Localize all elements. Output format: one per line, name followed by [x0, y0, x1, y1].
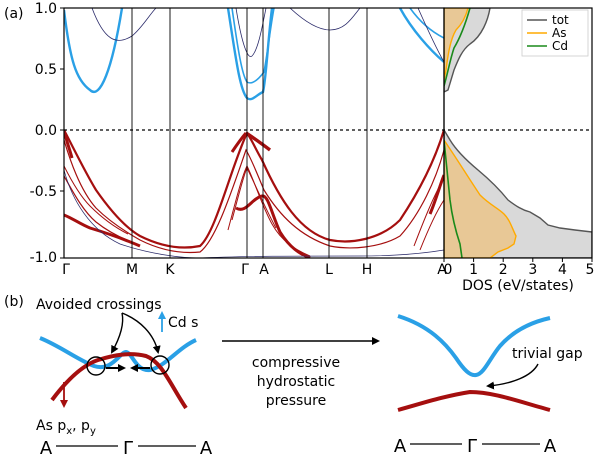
right-kpath-label: A	[544, 436, 557, 455]
thin-band	[417, 8, 444, 63]
thin-band	[289, 8, 361, 31]
kpoint-label: K	[165, 262, 175, 278]
thin-band	[64, 169, 201, 258]
avoided-crossing-circle-left	[86, 356, 106, 376]
trivial-gap-label: trivial gap	[512, 346, 583, 362]
left-kpath-label: A	[40, 438, 53, 455]
valence-band	[64, 165, 129, 235]
dos-x-axis-label: DOS (eV/states)	[462, 278, 574, 294]
valence-band	[413, 177, 444, 247]
kpoint-label: Γ	[62, 262, 70, 278]
kpoint-label: A	[437, 262, 447, 278]
kpoint-label: H	[362, 262, 373, 278]
valence-band	[245, 131, 272, 152]
as-p-label-main: As p	[36, 418, 66, 434]
thin-band	[199, 249, 444, 258]
as-p-sub-y: y	[90, 426, 96, 437]
valence-band	[235, 194, 311, 258]
thin-band	[235, 8, 267, 58]
y-tick-label: 0.0	[35, 123, 57, 139]
avoided-crossing-arrow-right	[121, 312, 161, 354]
dos-legend: tot As Cd	[521, 9, 589, 57]
panel-b-label: (b)	[4, 294, 24, 310]
avoided-crossing-arrow-left	[111, 312, 124, 354]
kpoint-lines	[131, 8, 368, 258]
kpoint-labels: Γ M K Γ A L H A	[62, 262, 447, 278]
as-p-separator: , p	[72, 418, 90, 434]
dos-x-tick-label: 5	[586, 262, 595, 278]
conduction-band	[398, 8, 444, 63]
pressure-caption-line: compressive	[252, 355, 340, 371]
conduction-band	[64, 8, 124, 93]
as-p-sub-x: x	[66, 426, 72, 437]
y-tick-labels: 1.0 0.5 0.0 -0.5 -1.0	[30, 1, 57, 266]
dos-x-tick-labels: 0 1 2 3 4 5	[444, 262, 595, 278]
as-p-band-gapped	[397, 389, 551, 412]
as-p-label: As px, py	[36, 418, 96, 437]
panel-a-label: (a)	[4, 6, 24, 22]
dos-curves	[444, 8, 592, 258]
kpoint-label: M	[126, 262, 138, 278]
thin-band	[91, 8, 157, 41]
left-kpath-label: A	[200, 438, 213, 455]
dos-cd-line-lower	[444, 139, 463, 258]
dos-x-tick-label: 0	[444, 262, 453, 278]
legend-label-cd: Cd	[552, 39, 568, 53]
dos-as-fill-upper	[444, 8, 469, 81]
dos-x-tick-label: 3	[528, 262, 537, 278]
valence-band	[419, 199, 444, 251]
conduction-band	[409, 8, 444, 39]
avoided-crossings-label: Avoided crossings	[36, 297, 162, 313]
left-kpath-label: Γ	[123, 438, 133, 455]
y-tick-label: -1.0	[30, 250, 57, 266]
trivial-gap-arrow	[486, 363, 539, 390]
dos-x-tick-label: 4	[558, 262, 567, 278]
kpoint-label: L	[325, 262, 333, 278]
pressure-caption-line: pressure	[266, 393, 326, 409]
valence-band	[64, 139, 444, 254]
cd-s-band-schematic	[39, 336, 197, 373]
dos-x-tick-label: 2	[499, 262, 508, 278]
y-tick-label: 0.5	[35, 62, 57, 78]
cd-s-band-gapped	[397, 314, 551, 378]
valence-band	[227, 164, 311, 257]
y-tick-label: -0.5	[30, 184, 57, 200]
dos-as-fill-lower	[444, 138, 517, 258]
valence-band	[428, 174, 444, 215]
y-tick-label: 1.0	[35, 1, 57, 17]
conduction-band	[231, 8, 275, 84]
valence-band	[230, 132, 248, 153]
valence-band	[64, 213, 141, 248]
avoided-crossing-circle-right	[150, 355, 170, 375]
cd-s-label: Cd s	[168, 315, 198, 331]
valence-band	[64, 175, 133, 243]
legend-label-as: As	[552, 26, 566, 40]
right-kpath-label: Γ	[467, 436, 477, 455]
as-p-band-schematic	[50, 352, 188, 410]
pressure-caption-line: hydrostatic	[257, 374, 336, 390]
kpoint-label: A	[259, 262, 269, 278]
dos-x-tick-marks	[443, 258, 593, 262]
dos-cd-line-upper	[444, 8, 471, 87]
dos-x-tick-label: 1	[469, 262, 478, 278]
right-kpath-label: A	[394, 436, 407, 455]
dos-axes-frame	[443, 7, 593, 259]
legend-label-tot: tot	[552, 13, 569, 27]
kpoint-label: Γ	[241, 262, 249, 278]
y-tick-marks	[60, 7, 64, 259]
band-structure-curves	[64, 8, 444, 258]
